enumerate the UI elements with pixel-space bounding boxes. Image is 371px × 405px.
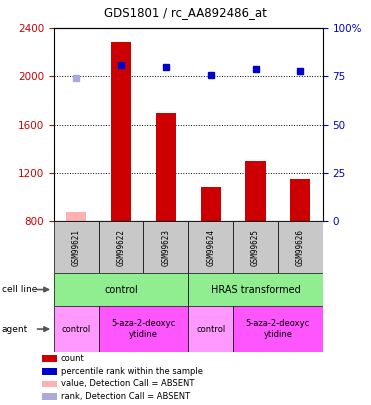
Bar	[54, 306, 99, 352]
Bar	[233, 306, 323, 352]
Text: GSM99625: GSM99625	[251, 228, 260, 266]
Text: control: control	[196, 324, 225, 334]
Bar	[42, 393, 57, 400]
Text: GSM99626: GSM99626	[296, 228, 305, 266]
Text: percentile rank within the sample: percentile rank within the sample	[60, 367, 203, 376]
Bar	[42, 381, 57, 388]
Bar	[66, 212, 86, 221]
Bar	[278, 221, 323, 273]
Text: control: control	[62, 324, 91, 334]
Text: 5-aza-2-deoxyc
ytidine: 5-aza-2-deoxyc ytidine	[111, 320, 175, 339]
Bar	[42, 355, 57, 362]
Text: cell line: cell line	[2, 285, 37, 294]
Text: GSM99623: GSM99623	[161, 228, 170, 266]
Bar	[42, 368, 57, 375]
Bar	[99, 306, 188, 352]
Text: control: control	[104, 285, 138, 294]
Bar	[111, 42, 131, 221]
Bar	[54, 273, 188, 306]
Bar	[99, 221, 144, 273]
Text: GSM99621: GSM99621	[72, 228, 81, 266]
Text: HRAS transformed: HRAS transformed	[211, 285, 301, 294]
Bar	[233, 221, 278, 273]
Bar	[156, 113, 176, 221]
Text: 5-aza-2-deoxyc
ytidine: 5-aza-2-deoxyc ytidine	[246, 320, 310, 339]
Text: count: count	[60, 354, 85, 363]
Text: GSM99622: GSM99622	[116, 228, 125, 266]
Text: GDS1801 / rc_AA892486_at: GDS1801 / rc_AA892486_at	[104, 6, 267, 19]
Bar	[246, 161, 266, 221]
Bar	[188, 306, 233, 352]
Text: rank, Detection Call = ABSENT: rank, Detection Call = ABSENT	[60, 392, 190, 401]
Text: agent: agent	[2, 324, 28, 334]
Bar	[290, 179, 311, 221]
Text: value, Detection Call = ABSENT: value, Detection Call = ABSENT	[60, 379, 194, 388]
Bar	[188, 273, 323, 306]
Bar	[144, 221, 188, 273]
Bar	[54, 221, 99, 273]
Text: GSM99624: GSM99624	[206, 228, 215, 266]
Bar	[201, 187, 221, 221]
Bar	[188, 221, 233, 273]
